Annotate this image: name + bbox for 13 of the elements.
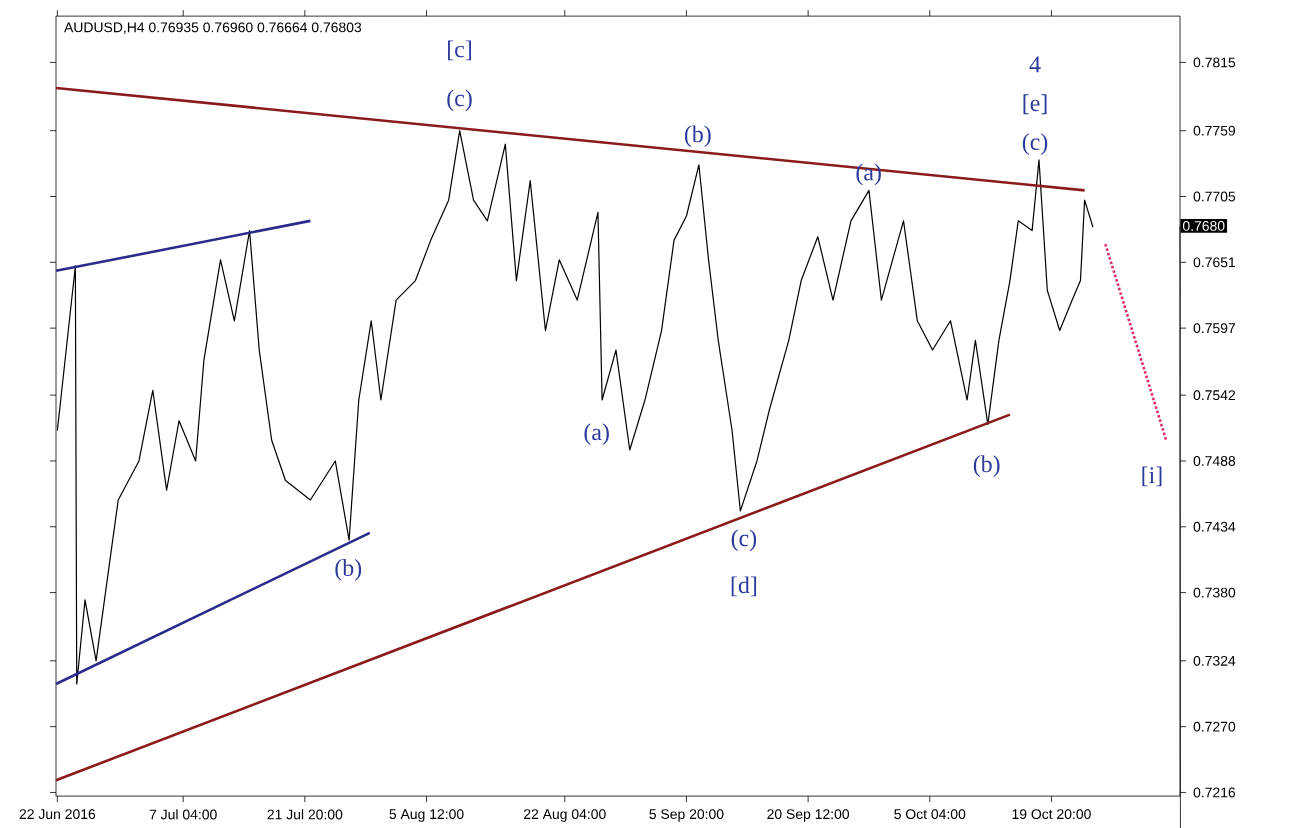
annotation: (c)	[1022, 133, 1048, 155]
annotation: (b)	[684, 125, 711, 148]
annotation: [c]	[448, 40, 472, 61]
annotation: (b)	[973, 455, 1000, 478]
annotation: (c)	[731, 529, 757, 552]
annotation: (a)	[856, 163, 881, 186]
annotation: (a)	[584, 423, 609, 446]
annotation: 4	[1029, 56, 1041, 73]
annotation: [e]	[1023, 94, 1047, 115]
annotation: [i]	[1142, 466, 1162, 487]
annotation: (c)	[447, 89, 472, 112]
annotation: [d]	[731, 576, 757, 597]
annotation: (b)	[335, 559, 362, 581]
